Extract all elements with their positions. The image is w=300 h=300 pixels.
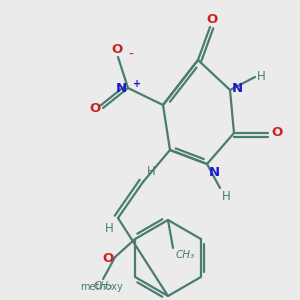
Text: CH₃: CH₃ xyxy=(94,281,113,291)
Text: N: N xyxy=(209,166,220,179)
Text: N: N xyxy=(232,82,243,95)
Text: H: H xyxy=(222,190,231,203)
Text: O: O xyxy=(90,103,101,116)
Text: +: + xyxy=(133,79,141,89)
Text: H: H xyxy=(257,70,266,83)
Text: H: H xyxy=(147,165,156,178)
Text: -: - xyxy=(128,48,133,62)
Text: O: O xyxy=(206,13,218,26)
Text: O: O xyxy=(111,43,123,56)
Text: methoxy: methoxy xyxy=(80,282,122,292)
Text: H: H xyxy=(105,222,114,235)
Text: N: N xyxy=(116,82,127,95)
Text: O: O xyxy=(103,251,114,265)
Text: O: O xyxy=(271,127,282,140)
Text: CH₃: CH₃ xyxy=(176,250,195,260)
